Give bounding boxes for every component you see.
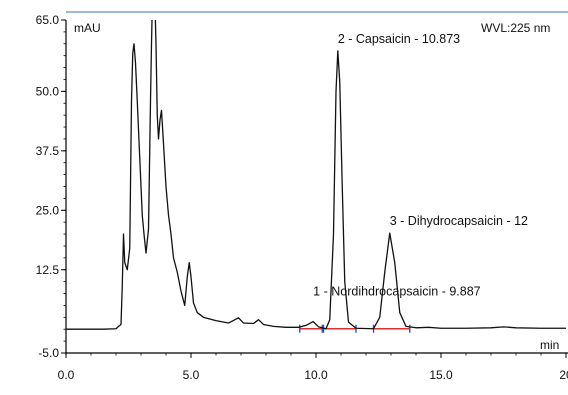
chromatogram-trace [66, 20, 566, 330]
y-tick-label: 12.5 [36, 263, 60, 277]
axes-layer: -5.0 12.5 25.0 37.5 50.0 65.0 0.0 5.0 10.0 15.0 20 [36, 11, 568, 382]
y-tick-label: 65.0 [36, 13, 60, 27]
y-tick-label: -5.0 [38, 346, 59, 360]
x-tick-label: 0.0 [58, 368, 75, 382]
peak-label-3: 3 - Dihydrocapsaicin - 12 [390, 214, 528, 228]
y-tick-label: 37.5 [36, 144, 60, 158]
wavelength-label: WVL:225 nm [481, 21, 550, 35]
x-unit-label: min [540, 338, 559, 352]
x-tick-label: 20 [559, 368, 568, 382]
x-tick-label: 5.0 [183, 368, 200, 382]
x-tick-label: 15.0 [429, 368, 453, 382]
y-unit-label: mAU [74, 21, 101, 35]
label-layer: mAU min WVL:225 nm 1 - Nordihdrocapsaicin -… [74, 21, 559, 352]
peak-label-2: 2 - Capsaicin - 10.873 [338, 32, 460, 46]
y-tick-label: 25.0 [36, 203, 60, 217]
y-tick-label: 50.0 [36, 84, 60, 98]
data-layer [66, 20, 566, 333]
x-tick-label: 10.0 [304, 368, 328, 382]
peak-label-1: 1 - Nordihdrocapsaicin - 9.887 [313, 285, 480, 299]
